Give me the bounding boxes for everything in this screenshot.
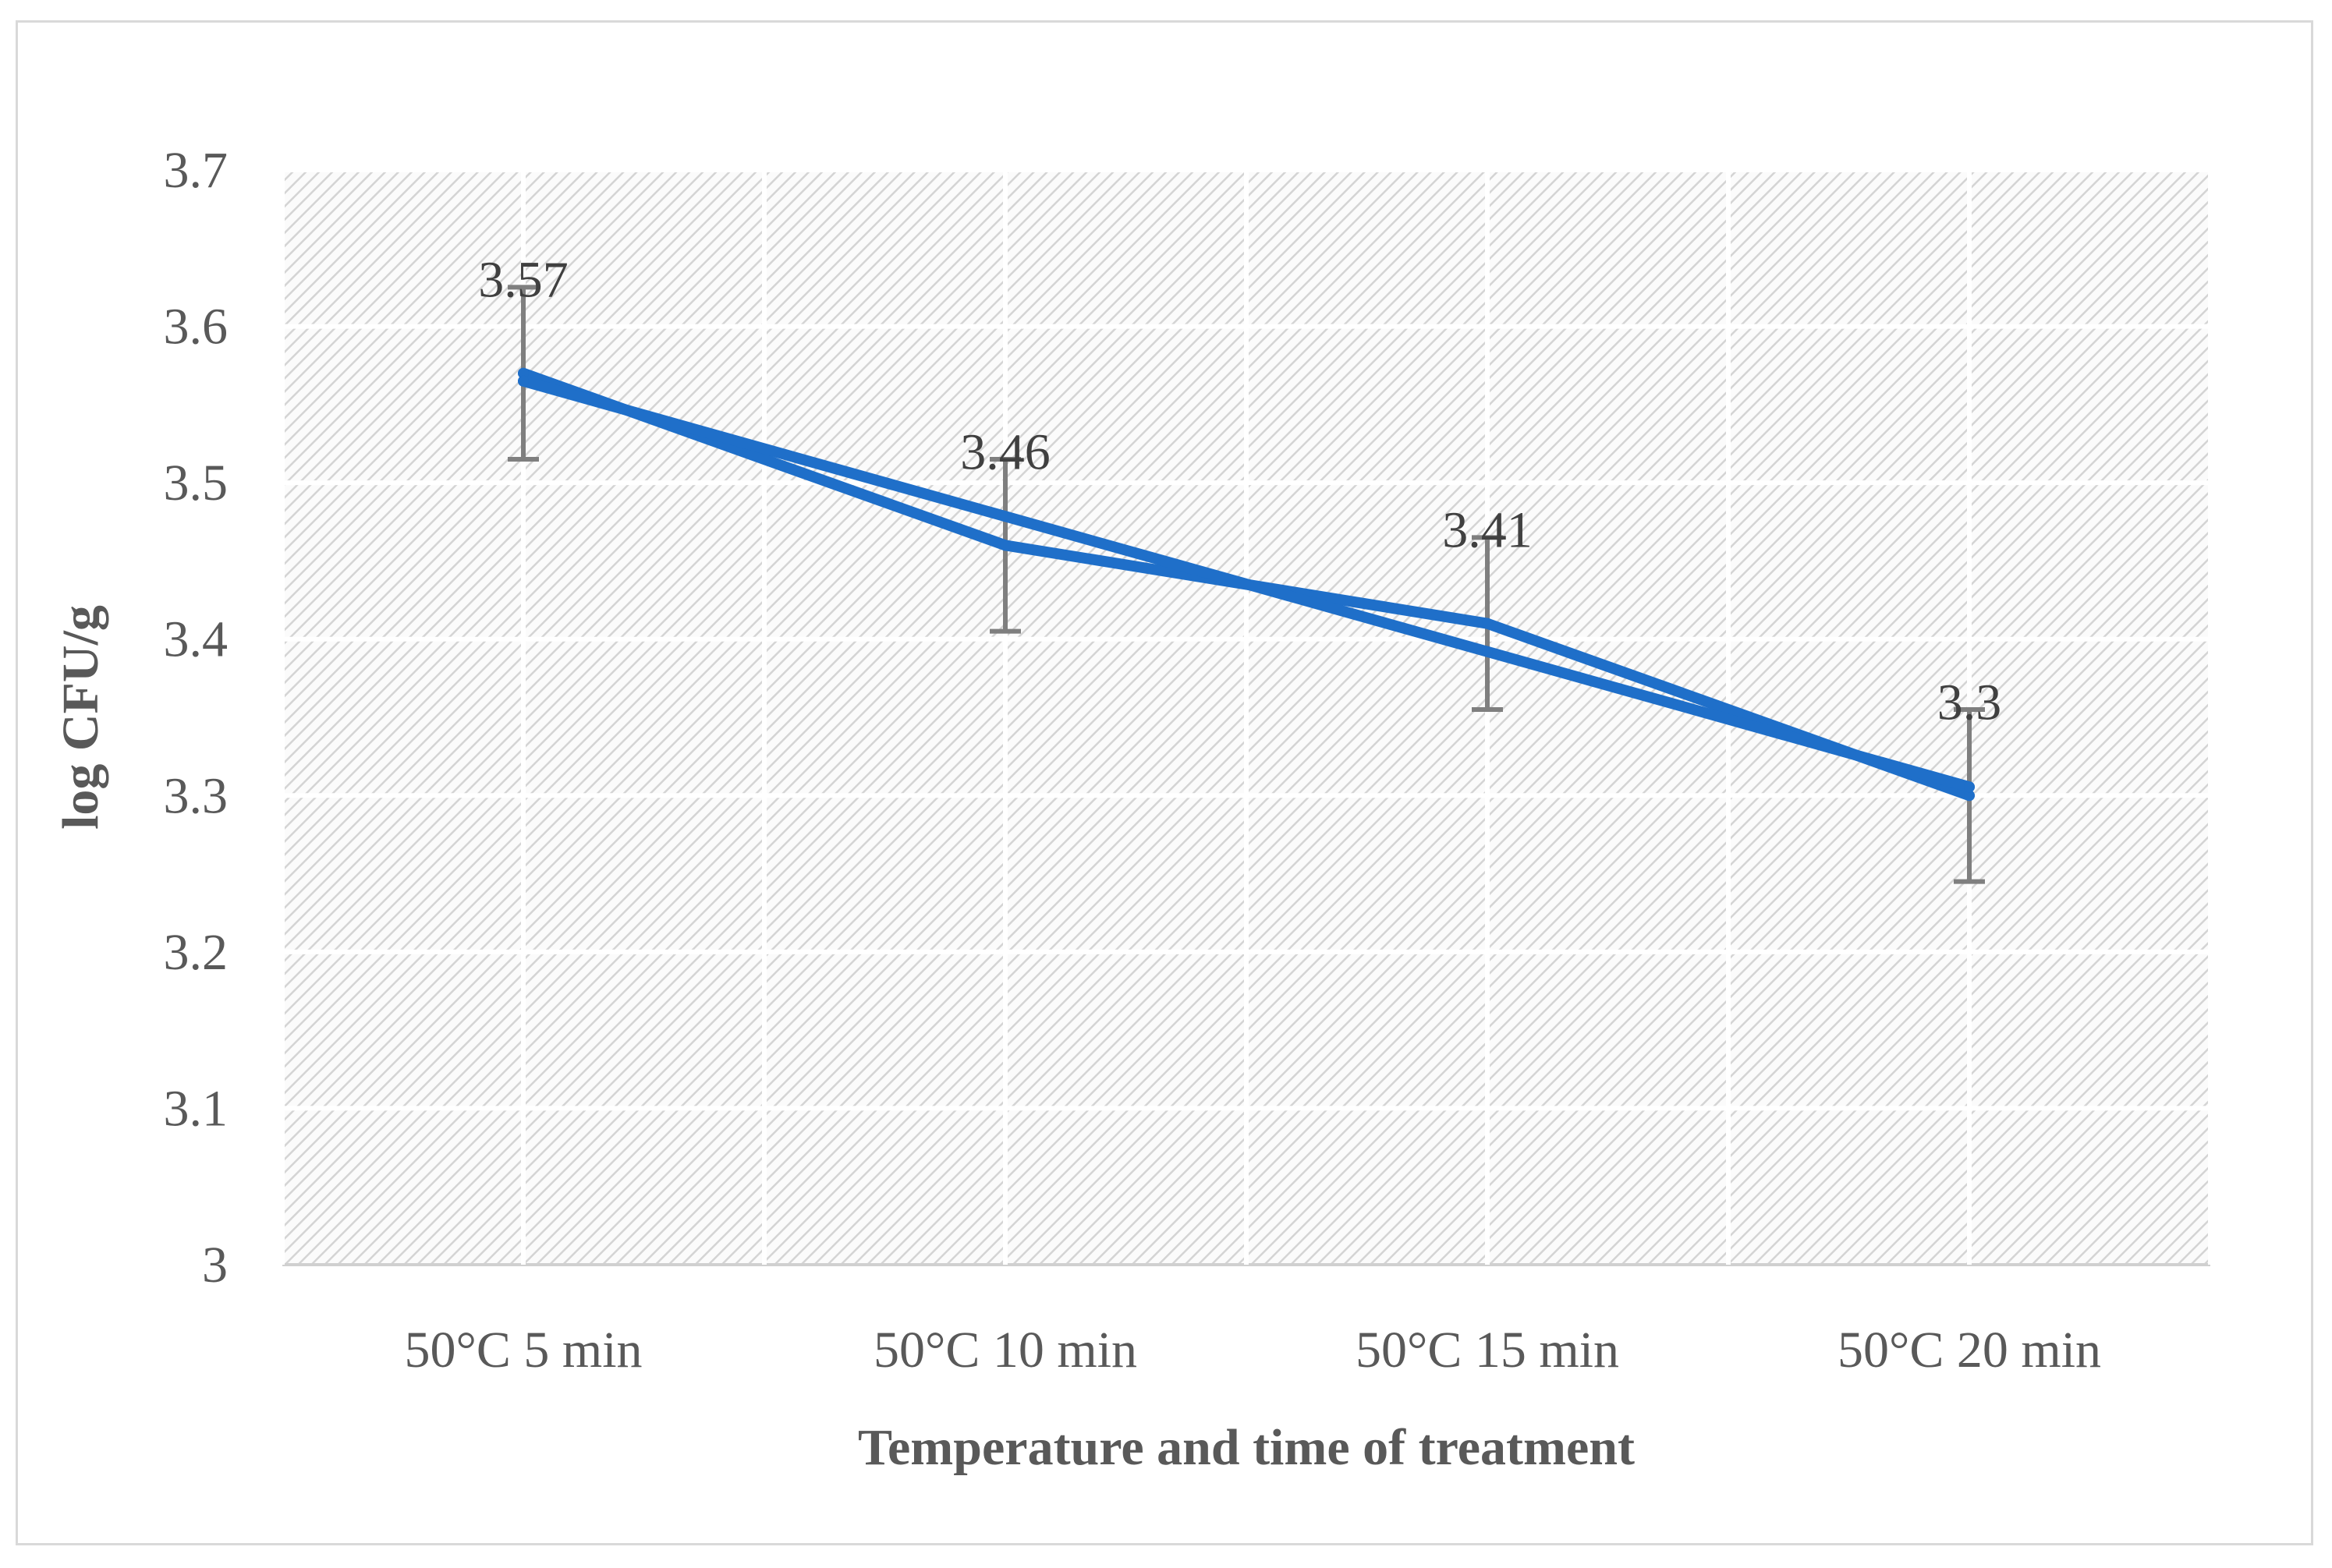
y-tick-label: 3.5 — [164, 455, 229, 511]
x-tick-label: 50°C 15 min — [1356, 1322, 1619, 1379]
x-axis-ticks: 50°C 5 min 50°C 10 min 50°C 15 min 50°C 20 … — [404, 1322, 2101, 1379]
series-line-trend — [518, 375, 1975, 793]
data-point — [1000, 511, 1011, 522]
data-label: 3.41 — [1442, 502, 1533, 559]
data-labels: 3.57 3.46 3.41 3.3 — [478, 252, 2001, 731]
data-point — [1964, 790, 1975, 802]
data-point — [1000, 540, 1011, 551]
y-axis-ticks: 3 3.1 3.2 3.3 3.4 3.5 3.6 3.7 — [164, 142, 229, 1294]
x-tick-label: 50°C 10 min — [874, 1322, 1137, 1379]
x-tick-label: 50°C 20 min — [1838, 1322, 2101, 1379]
data-point — [1482, 646, 1493, 657]
y-tick-label: 3.1 — [164, 1080, 229, 1137]
data-point — [1482, 618, 1493, 629]
x-tick-label: 50°C 5 min — [404, 1322, 642, 1379]
y-tick-label: 3.3 — [164, 767, 229, 824]
x-axis-title: Temperature and time of treatment — [858, 1419, 1635, 1476]
data-label: 3.46 — [960, 423, 1051, 480]
data-point — [1964, 781, 1975, 793]
series-lines — [518, 367, 1975, 802]
y-tick-label: 3.4 — [164, 611, 229, 668]
data-label: 3.3 — [1937, 674, 2002, 731]
y-tick-label: 3.7 — [164, 142, 229, 199]
data-point — [518, 367, 529, 379]
data-point — [518, 375, 529, 387]
y-tick-label: 3.2 — [164, 924, 229, 981]
y-tick-label: 3.6 — [164, 299, 229, 356]
data-label: 3.57 — [478, 252, 569, 309]
y-tick-label: 3 — [202, 1237, 228, 1294]
y-axis-title: log CFU/g — [52, 605, 109, 830]
